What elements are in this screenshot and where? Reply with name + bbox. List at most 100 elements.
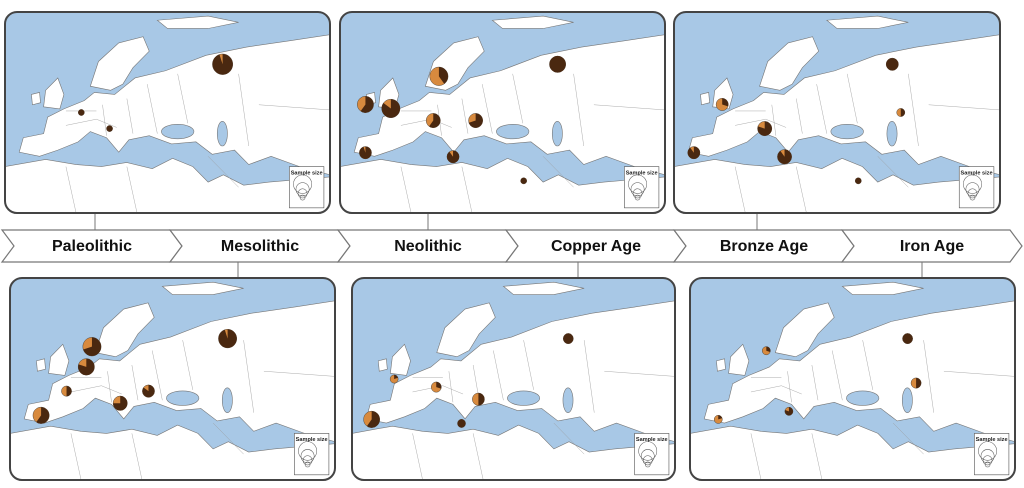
legend-circle xyxy=(628,174,647,194)
map-panel: Sample size xyxy=(4,11,331,214)
pie xyxy=(468,113,483,128)
legend-circle xyxy=(978,441,997,461)
panel-frame xyxy=(339,11,666,214)
pie xyxy=(359,146,372,160)
legend-circle xyxy=(963,174,982,194)
pie xyxy=(885,57,899,71)
pie xyxy=(549,55,566,73)
legend: Sample size xyxy=(958,166,995,209)
pie xyxy=(910,377,922,389)
map-content: Sample size xyxy=(674,12,1000,213)
timeline-segment xyxy=(840,229,1023,263)
pie-dark xyxy=(902,333,913,344)
pie-dark xyxy=(218,329,237,348)
legend-circle xyxy=(299,194,306,201)
legend-box xyxy=(974,433,1010,476)
basemap xyxy=(352,278,675,480)
pie xyxy=(363,410,380,428)
pie-dark xyxy=(394,374,398,379)
legend: Sample size xyxy=(294,433,330,476)
legend-title: Sample size xyxy=(636,437,668,443)
timeline-label: Bronze Age xyxy=(720,238,808,255)
basemap xyxy=(10,278,335,480)
legend-circle xyxy=(634,194,641,201)
pie-dark xyxy=(366,411,380,428)
pie-dark xyxy=(429,113,441,128)
legend-circle xyxy=(295,182,310,197)
legend-box xyxy=(289,166,325,209)
legend: Sample size xyxy=(289,166,325,209)
pie-dark xyxy=(212,53,233,75)
basemap xyxy=(5,12,330,213)
pie-dark xyxy=(478,392,485,406)
pie-dark xyxy=(784,407,793,416)
pie-dark xyxy=(113,395,128,411)
basemap xyxy=(674,12,1000,213)
pie-dark xyxy=(468,113,483,128)
timeline-label: Mesolithic xyxy=(221,238,299,255)
legend-title: Sample size xyxy=(626,170,658,176)
pie-dark xyxy=(855,177,862,184)
pie xyxy=(429,66,449,86)
legend-circle xyxy=(982,455,993,466)
pie-dark xyxy=(718,415,723,420)
pie xyxy=(762,346,771,356)
legend: Sample size xyxy=(624,166,660,209)
pie xyxy=(757,121,773,137)
pie xyxy=(77,358,95,376)
panel-frame xyxy=(9,277,336,481)
pie-dark xyxy=(916,377,922,389)
legend-circle xyxy=(293,174,312,194)
pie-dark xyxy=(381,99,401,118)
panel-frame xyxy=(351,277,676,481)
pie xyxy=(212,53,233,75)
legend-circle xyxy=(304,461,311,468)
pie-dark xyxy=(66,385,72,397)
map-content: Sample size xyxy=(690,278,1015,480)
pie xyxy=(82,337,102,357)
legend-circle xyxy=(642,455,653,466)
legend-box xyxy=(294,433,330,476)
pie xyxy=(520,177,527,185)
map-panel: Sample size xyxy=(9,277,336,481)
pie xyxy=(106,125,113,132)
pie-dark xyxy=(436,381,442,389)
pie xyxy=(218,329,237,349)
pie-dark xyxy=(83,337,102,357)
legend: Sample size xyxy=(634,433,670,476)
pie-dark xyxy=(777,149,792,164)
pie-dark xyxy=(438,67,449,84)
legend-circle xyxy=(297,188,308,199)
pie-dark xyxy=(142,384,155,398)
pie-dark xyxy=(563,333,574,344)
map: Sample size xyxy=(352,278,675,480)
map-content: Sample size xyxy=(340,12,665,213)
map: Sample size xyxy=(10,278,335,480)
pie xyxy=(902,333,913,344)
basemap xyxy=(690,278,1015,480)
timeline: Paleolithic Mesolithic Neolithic Copper Age… xyxy=(0,229,1023,263)
legend-title: Sample size xyxy=(976,437,1008,443)
legend-title: Sample size xyxy=(296,437,328,443)
pie-dark xyxy=(886,58,899,71)
map-content: Sample size xyxy=(10,278,335,480)
map-panel: Sample size xyxy=(339,11,666,214)
legend-circle xyxy=(630,182,645,197)
legend-box xyxy=(634,433,670,476)
pie xyxy=(715,98,729,111)
pie xyxy=(431,381,442,393)
pie xyxy=(713,415,723,424)
pie xyxy=(446,150,460,164)
map-panel: Sample size xyxy=(673,11,1001,214)
legend-box xyxy=(624,166,660,209)
panel-frame xyxy=(4,11,331,214)
legend-box xyxy=(958,166,995,209)
pie-dark xyxy=(457,419,466,428)
pie xyxy=(472,392,485,406)
pie-dark xyxy=(766,346,771,353)
pie-dark xyxy=(549,56,566,73)
timeline-label: Neolithic xyxy=(394,238,462,255)
timeline-label: Iron Age xyxy=(900,238,964,255)
pie xyxy=(687,146,701,160)
